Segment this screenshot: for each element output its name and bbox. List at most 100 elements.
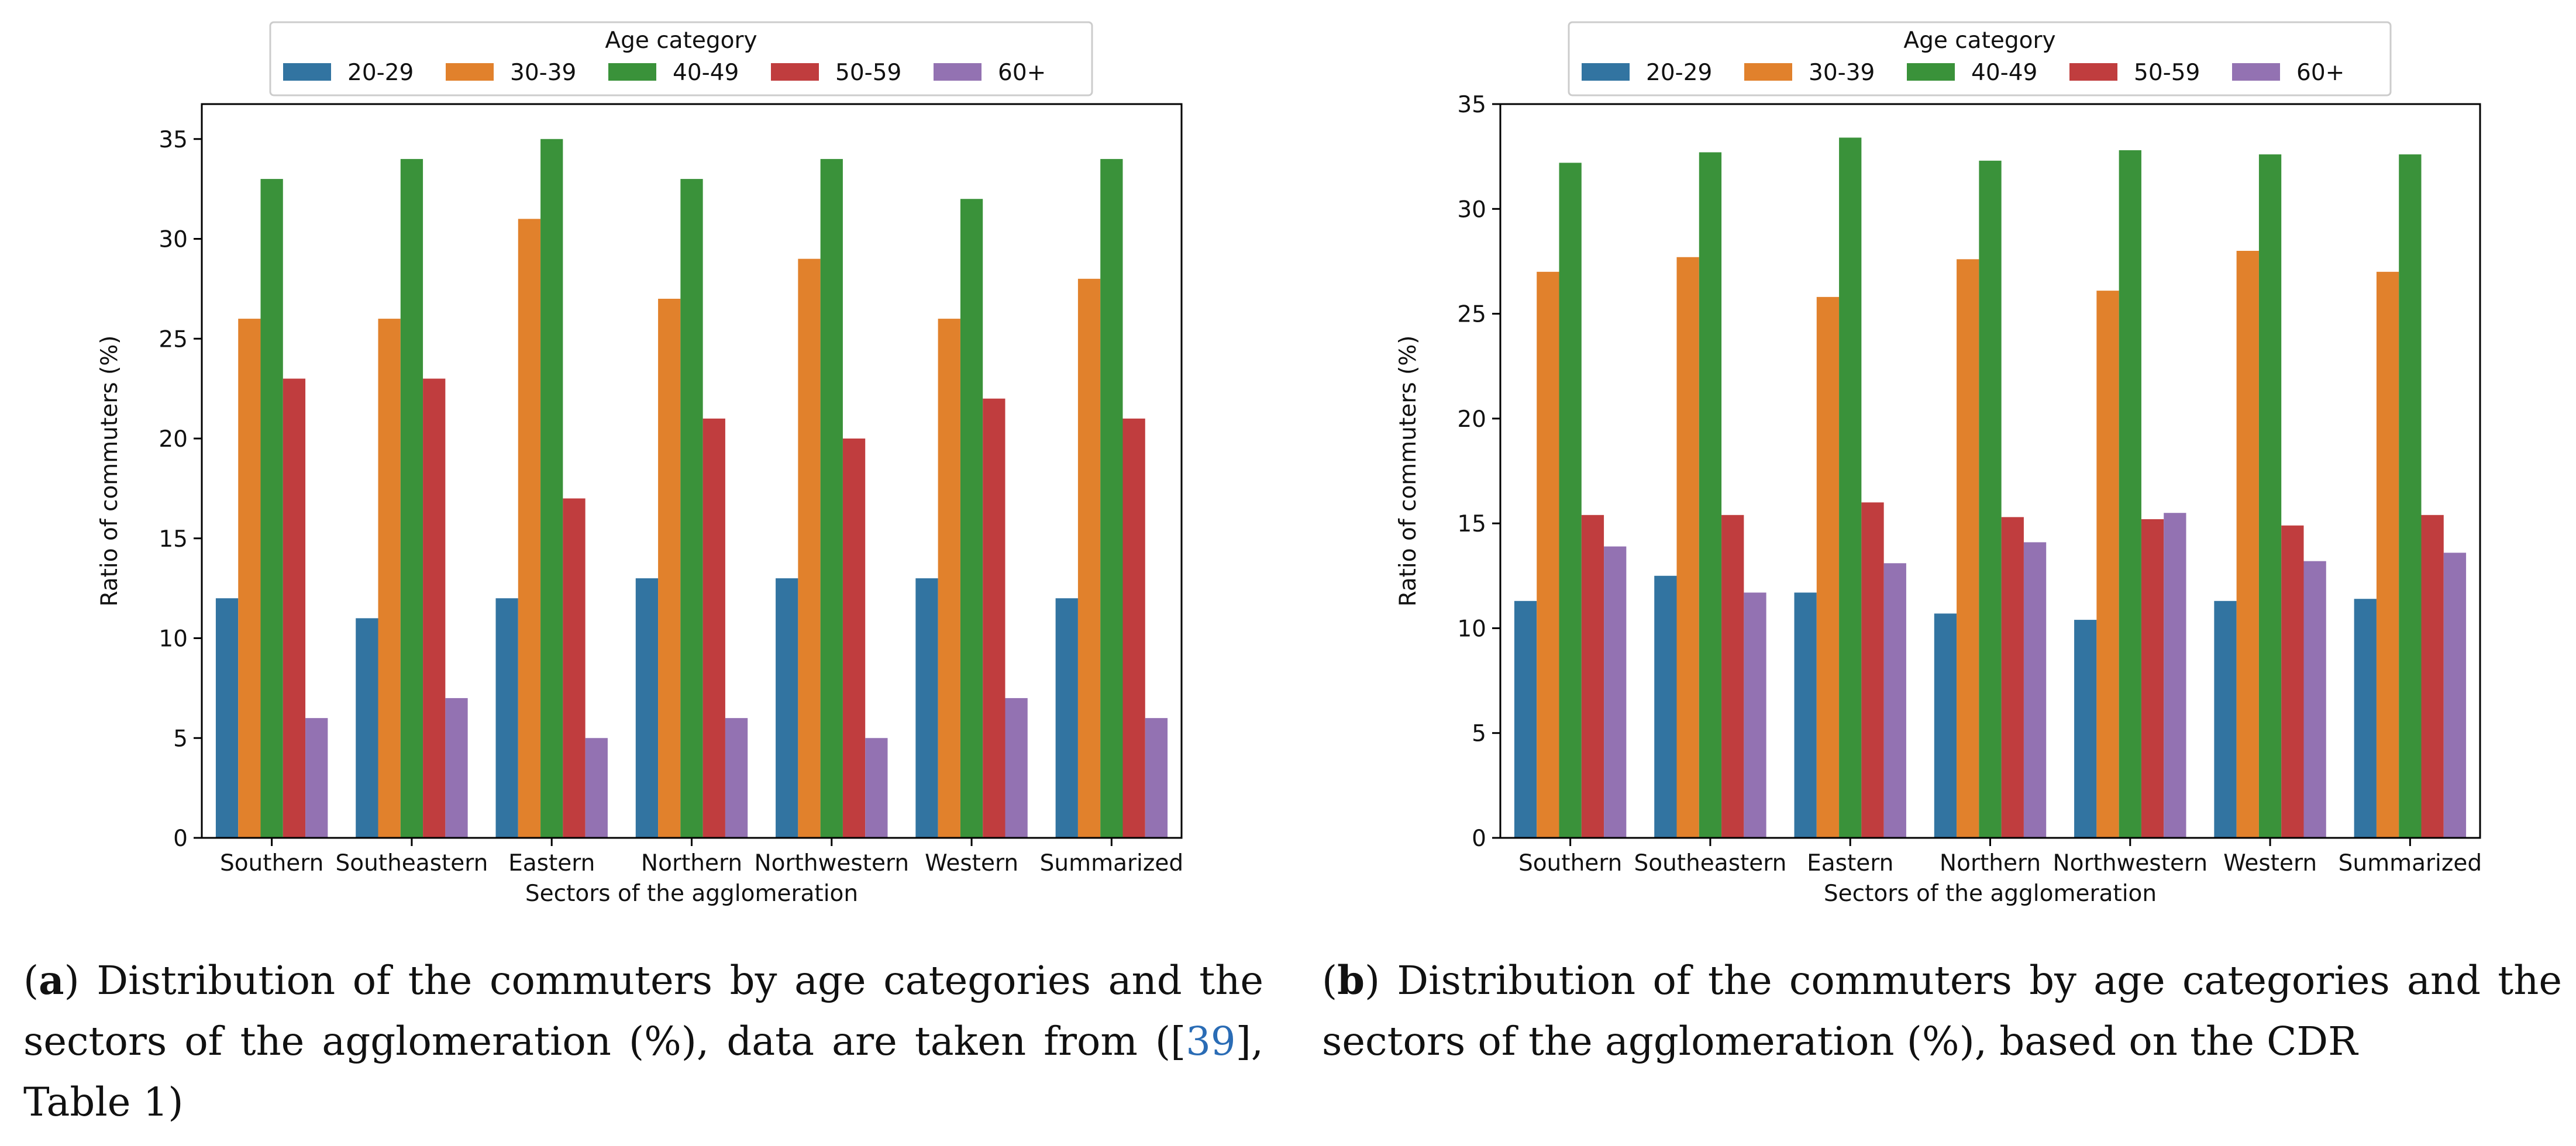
chart-b-bar-50-59-southern xyxy=(1581,515,1604,838)
chart-a-legend-swatch-60plus xyxy=(934,63,982,81)
chart-a-ytick-label: 15 xyxy=(159,526,188,553)
chart-a-legend-label-60plus: 60+ xyxy=(998,60,1046,86)
chart-a-bar-60plus-northwestern xyxy=(865,738,888,838)
chart-b-yaxis-label: Ratio of commuters (%) xyxy=(1395,335,1421,606)
chart-b-bar-50-59-northern xyxy=(2001,517,2024,838)
chart-a-bar-40-49-northwestern xyxy=(820,158,843,838)
chart-a-ytick-label: 5 xyxy=(173,726,188,752)
chart-a-legend-title: Age category xyxy=(605,27,757,54)
chart-b-bar-40-49-northern xyxy=(1979,160,2002,838)
chart-b-legend-label-60plus: 60+ xyxy=(2296,60,2344,86)
chart-b-bar-20-29-southeastern xyxy=(1654,575,1677,838)
chart-panel-b: 0 5 10 15 20 25 30 35 Southern Southeastern Easter… xyxy=(1395,21,2482,907)
chart-b-bar-30-39-summarized xyxy=(2376,271,2399,838)
chart-b-bar-50-59-summarized xyxy=(2421,515,2444,838)
chart-a-legend-label-20-29: 20-29 xyxy=(347,60,414,86)
chart-b-bar-30-39-western xyxy=(2236,251,2259,838)
chart-a-bar-40-49-northern xyxy=(680,179,703,838)
chart-a-legend-label-30-39: 30-39 xyxy=(510,60,576,86)
chart-b-bar-40-49-summarized xyxy=(2399,154,2422,838)
chart-a-bar-30-39-western xyxy=(938,319,960,838)
caption-b: (b) Distribution of the commuters by age… xyxy=(1322,957,2562,1064)
chart-a-bar-60plus-summarized xyxy=(1145,718,1168,838)
chart-b-bar-30-39-southern xyxy=(1537,271,1559,838)
chart-b-legend-label-20-29: 20-29 xyxy=(1646,60,1712,86)
chart-a-category-label: Northern xyxy=(641,850,742,876)
chart-a-bar-30-39-southern xyxy=(238,319,261,838)
chart-a-category-label: Southern xyxy=(220,850,323,876)
chart-a-bar-60plus-southeastern xyxy=(445,698,468,838)
chart-b-legend-swatch-60plus xyxy=(2232,63,2280,81)
chart-b-ytick-label: 10 xyxy=(1457,616,1486,642)
chart-a-ytick-label: 20 xyxy=(159,426,188,453)
chart-a-bar-20-29-northwestern xyxy=(776,578,798,838)
chart-a-legend-swatch-20-29 xyxy=(283,63,331,81)
chart-a-bar-30-39-southeastern xyxy=(378,319,401,838)
caption-b-letter: b xyxy=(1337,957,1365,1003)
chart-b-ytick-label: 0 xyxy=(1472,826,1486,852)
chart-b-bar-50-59-northwestern xyxy=(2141,519,2164,838)
chart-a-category-label: Summarized xyxy=(1040,850,1183,876)
chart-b-bar-60plus-northwestern xyxy=(2164,513,2186,838)
chart-b-bar-50-59-western xyxy=(2281,525,2304,838)
chart-b-xaxis-label: Sectors of the agglomeration xyxy=(1824,881,2157,907)
chart-a-bar-40-49-southeastern xyxy=(400,158,423,838)
chart-b-bar-40-49-northwestern xyxy=(2119,150,2141,838)
chart-b-bar-30-39-eastern xyxy=(1816,296,1840,838)
chart-b-ytick-label: 5 xyxy=(1472,721,1486,747)
chart-b-bar-30-39-northern xyxy=(1957,259,1979,838)
chart-b-bar-60plus-southern xyxy=(1604,546,1627,838)
chart-b-legend-label-30-39: 30-39 xyxy=(1809,60,1875,86)
chart-a-bar-50-59-northwestern xyxy=(842,439,866,838)
chart-b-legend-swatch-50-59 xyxy=(2069,63,2117,81)
chart-b-category-label: Northwestern xyxy=(2052,850,2207,876)
chart-a-category-label: Western xyxy=(925,850,1018,876)
chart-b-bar-20-29-northern xyxy=(1934,613,1957,838)
chart-b-bar-40-49-southeastern xyxy=(1699,152,1722,838)
chart-a-ytick-label: 25 xyxy=(159,326,188,353)
chart-b-bar-40-49-southern xyxy=(1559,163,1582,838)
chart-a-bar-20-29-western xyxy=(915,578,938,838)
chart-a-bar-50-59-western xyxy=(983,398,1005,838)
chart-b-category-label: Eastern xyxy=(1807,850,1893,876)
chart-a-bar-60plus-western xyxy=(1005,698,1028,838)
citation-link[interactable]: 39 xyxy=(1186,1019,1236,1064)
caption-a-text: Distribution of the commuters by age cat… xyxy=(23,958,1263,1064)
chart-a-bar-40-49-southern xyxy=(260,179,283,838)
chart-a-bar-50-59-summarized xyxy=(1122,418,1145,838)
chart-a-bar-30-39-northern xyxy=(658,298,681,838)
chart-a-category-label: Eastern xyxy=(508,850,595,876)
chart-b-bar-30-39-northwestern xyxy=(2096,291,2119,838)
chart-a-bar-20-29-southern xyxy=(215,598,239,838)
chart-b-legend-label-50-59: 50-59 xyxy=(2134,60,2200,86)
chart-a-bar-60plus-southern xyxy=(305,718,328,838)
chart-b-legend-swatch-40-49 xyxy=(1907,63,1955,81)
chart-b-legend-title: Age category xyxy=(1903,27,2055,54)
chart-a-bar-40-49-eastern xyxy=(540,139,563,838)
chart-b-legend-swatch-20-29 xyxy=(1582,63,1630,81)
chart-panel-a: 0 5 10 15 20 25 30 35 Southern Southeastern Easter… xyxy=(97,21,1183,907)
chart-b-bar-60plus-western xyxy=(2303,561,2326,838)
caption-a-letter: a xyxy=(39,957,64,1003)
chart-a-bar-60plus-northern xyxy=(725,718,748,838)
chart-a-bar-60plus-eastern xyxy=(585,738,608,838)
chart-b-category-label: Southern xyxy=(1518,850,1622,876)
chart-a-bar-20-29-summarized xyxy=(1055,598,1078,838)
chart-b-bar-20-29-southern xyxy=(1514,600,1537,838)
chart-a-bar-40-49-western xyxy=(960,199,983,838)
chart-a-legend-label-40-49: 40-49 xyxy=(673,60,739,86)
chart-b-ytick-label: 20 xyxy=(1457,406,1486,433)
chart-a-bar-50-59-southern xyxy=(283,378,306,838)
chart-b-ytick-label: 15 xyxy=(1457,511,1486,537)
caption-a: (a) Distribution of the commuters by age… xyxy=(23,957,1263,1125)
chart-a-bar-30-39-northwestern xyxy=(798,258,821,838)
chart-b-bar-20-29-eastern xyxy=(1794,592,1817,838)
chart-b-bar-20-29-western xyxy=(2214,600,2237,838)
chart-b-bar-50-59-eastern xyxy=(1861,502,1884,838)
chart-b-bar-40-49-eastern xyxy=(1839,137,1862,838)
chart-b-bar-30-39-southeastern xyxy=(1676,257,1699,838)
chart-b-legend-label-40-49: 40-49 xyxy=(1971,60,2037,86)
chart-b-bar-60plus-northern xyxy=(2023,542,2047,838)
chart-b-category-label: Summarized xyxy=(2339,850,2482,876)
chart-a-ytick-label: 10 xyxy=(159,626,188,653)
